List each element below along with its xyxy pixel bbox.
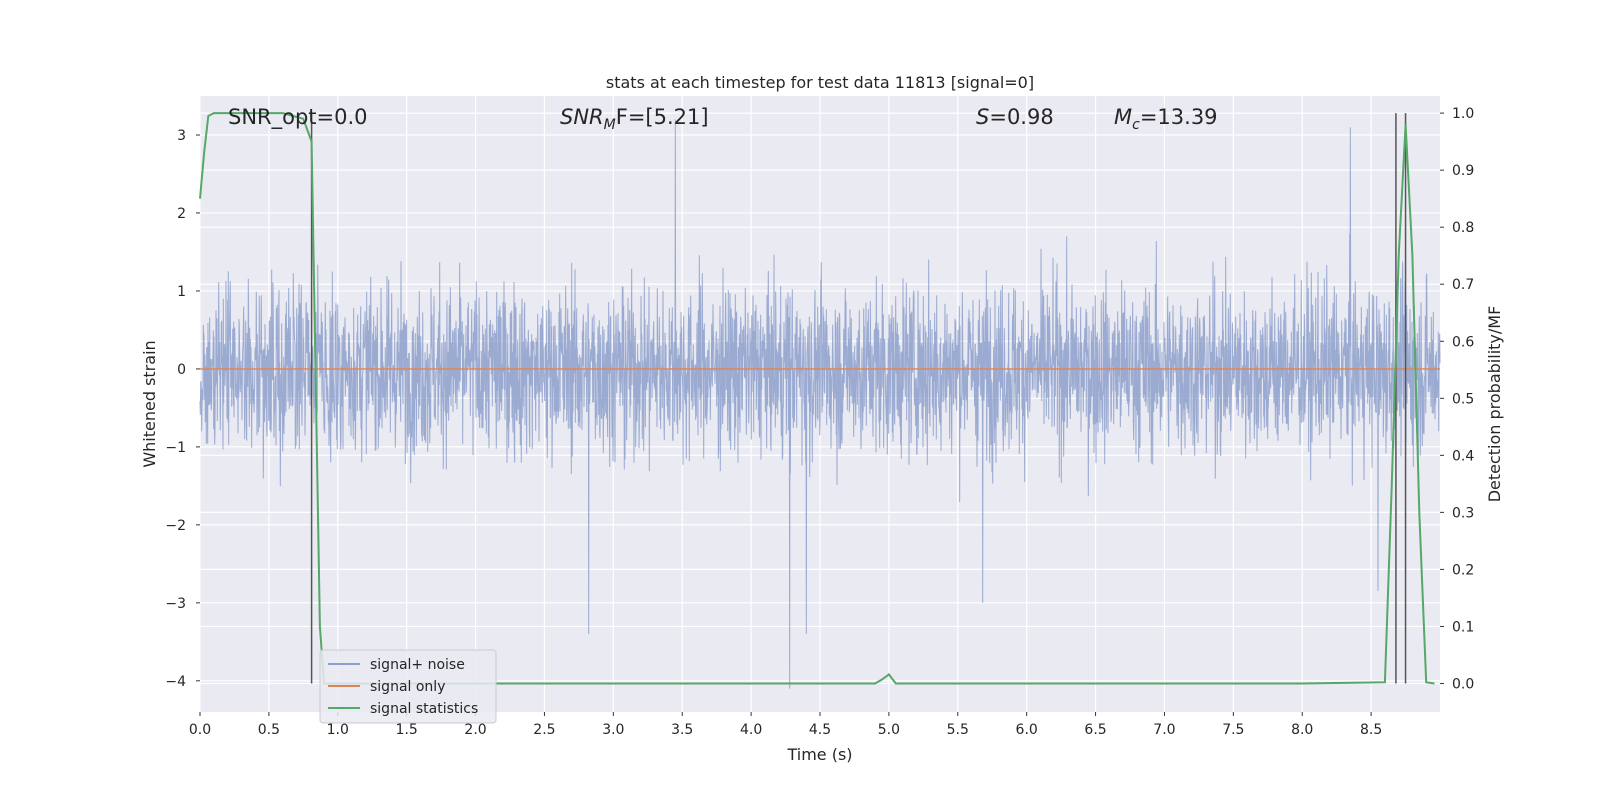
y2-tick-label: 0.9 bbox=[1452, 163, 1474, 179]
legend: signal+ noise signal only signal statist… bbox=[319, 649, 497, 724]
y2-axis-label: Detection probability/MF bbox=[1485, 306, 1504, 503]
chart-title: stats at each timestep for test data 118… bbox=[606, 73, 1034, 92]
y2-axis-ticks: 1.0 0.9 0.8 0.7 0.6 0.5 0.4 0.3 0.2 0.1 0.0 bbox=[1440, 106, 1474, 692]
x-axis-ticks: 0.0 0.5 1.0 1.5 2.0 2.5 3.0 3.5 4.0 4.5 5.0 5.5 6.0 6… bbox=[189, 712, 1382, 738]
y-axis-ticks: 3 2 1 0 −1 −2 −3 −4 bbox=[165, 128, 200, 690]
y2-tick-label: 0.4 bbox=[1452, 448, 1474, 464]
legend-box bbox=[319, 649, 497, 724]
x-tick-label: 0.5 bbox=[258, 722, 280, 738]
annotation-snr-mf: SNRMF=[5.21] bbox=[560, 105, 709, 133]
x-tick-label: 8.5 bbox=[1360, 722, 1382, 738]
annotation-s: S=0.98 bbox=[976, 105, 1054, 129]
vertical-lines bbox=[310, 113, 1407, 684]
y-tick-label: 1 bbox=[177, 284, 186, 300]
legend-label-signal-statistics: signal statistics bbox=[370, 701, 478, 717]
y-axis-label: Whitened strain bbox=[140, 340, 159, 467]
x-tick-label: 0.0 bbox=[189, 722, 211, 738]
x-tick-label: 8.0 bbox=[1291, 722, 1313, 738]
y2-tick-label: 0.2 bbox=[1452, 562, 1474, 578]
x-tick-label: 4.0 bbox=[740, 722, 762, 738]
signal-plus-noise-line bbox=[199, 119, 1441, 689]
x-tick-label: 4.5 bbox=[809, 722, 831, 738]
x-tick-label: 7.0 bbox=[1153, 722, 1175, 738]
y-tick-label: −2 bbox=[165, 518, 186, 534]
legend-label-signal-plus-noise: signal+ noise bbox=[370, 657, 465, 673]
y2-tick-label: 0.3 bbox=[1452, 505, 1474, 521]
y2-tick-label: 1.0 bbox=[1452, 106, 1474, 122]
x-tick-label: 2.0 bbox=[464, 722, 486, 738]
x-tick-label: 1.0 bbox=[327, 722, 349, 738]
x-tick-label: 2.5 bbox=[533, 722, 555, 738]
annotation-mc: Mc=13.39 bbox=[1114, 105, 1218, 133]
y2-tick-label: 0.6 bbox=[1452, 334, 1474, 350]
y-tick-label: −4 bbox=[165, 674, 186, 690]
x-tick-label: 7.5 bbox=[1222, 722, 1244, 738]
x-tick-label: 3.5 bbox=[671, 722, 693, 738]
y2-tick-label: 0.1 bbox=[1452, 619, 1474, 635]
y-tick-label: −1 bbox=[165, 440, 186, 456]
y2-tick-label: 0.7 bbox=[1452, 277, 1474, 293]
y-tick-label: 0 bbox=[177, 362, 186, 378]
legend-label-signal-only: signal only bbox=[370, 679, 445, 695]
signal-statistics-line bbox=[199, 112, 1435, 685]
series-signal-statistics bbox=[199, 112, 1435, 685]
x-tick-label: 3.0 bbox=[602, 722, 624, 738]
x-axis-label: Time (s) bbox=[786, 745, 852, 764]
y-tick-label: −3 bbox=[165, 596, 186, 612]
y-tick-label: 3 bbox=[177, 128, 186, 144]
x-tick-label: 6.5 bbox=[1084, 722, 1106, 738]
y2-tick-label: 0.0 bbox=[1452, 676, 1474, 692]
y2-tick-label: 0.8 bbox=[1452, 220, 1474, 236]
y2-tick-label: 0.5 bbox=[1452, 391, 1474, 407]
y-tick-label: 2 bbox=[177, 206, 186, 222]
x-tick-label: 6.0 bbox=[1016, 722, 1038, 738]
x-tick-label: 5.5 bbox=[947, 722, 969, 738]
annotation-snr-opt: SNR_opt=0.0 bbox=[228, 105, 368, 130]
x-tick-label: 5.0 bbox=[878, 722, 900, 738]
series-signal-plus-noise bbox=[199, 119, 1441, 689]
x-tick-label: 1.5 bbox=[396, 722, 418, 738]
